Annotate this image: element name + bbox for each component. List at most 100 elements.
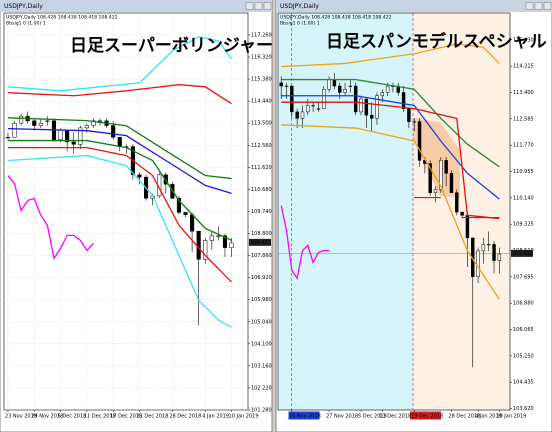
y-tick-label: 106.920 (251, 275, 272, 281)
candle-body (84, 125, 89, 129)
y-tick-label: 105.980 (251, 297, 272, 303)
chart-title: 日足スーパーボリンジャー (70, 36, 273, 56)
x-tick-label: 23 Nov 2018 (5, 414, 37, 420)
candle-body (190, 214, 195, 232)
candle-body (183, 212, 188, 215)
x-tick-label: 5 Dec 2018 (58, 414, 87, 420)
y-tick-label: 115.380 (251, 77, 272, 83)
maximize-button[interactable] (254, 2, 263, 10)
indicator-line (281, 43, 500, 68)
x-tick-label: 4 Jan 2019 (475, 414, 502, 420)
candle-body (428, 163, 432, 193)
indicator-line (281, 101, 500, 220)
marks: 117.260 116.320 115.380 114.440 113.500 112.5… (4, 13, 534, 420)
y-tick-label: 109.325 (513, 222, 534, 228)
candle-body (279, 82, 283, 87)
x-tick-label: 5 Dec 2018 (358, 414, 387, 420)
candle-body (380, 92, 385, 96)
indicator-line (281, 95, 500, 200)
y-tick-label: 105.250 (513, 353, 534, 359)
candle-body (359, 98, 363, 113)
chart-title: 日足スパンモデルスペシャル (326, 31, 547, 52)
maximize-button[interactable] (534, 2, 543, 10)
x-tick-label: 4 Jan 2019 (202, 414, 229, 420)
y-tick-label: 107.860 (251, 253, 272, 259)
candle-body (290, 85, 294, 113)
candle-body (284, 85, 289, 87)
y-tick-label: 103.160 (251, 363, 272, 369)
y-tick-label: 106.880 (513, 301, 534, 307)
candle-body (316, 108, 321, 110)
candle-body (78, 127, 83, 145)
x-tick-label: 29 Nov 2018 (31, 414, 63, 420)
y-tick-label: 113.400 (513, 90, 534, 96)
y-tick-label: 110.140 (513, 195, 534, 201)
x-tick-label: 16 Nov 2018 (289, 414, 321, 420)
candle-body (338, 85, 342, 93)
x-tick-label: 10 Jan 2019 (229, 414, 259, 420)
indicator-label: Bbsig1 0 (1.00) 1 (280, 21, 320, 27)
x-tick-label: 11 Dec 2018 (379, 414, 411, 420)
y-tick-label: 110.680 (251, 187, 272, 193)
y-tick-label: 106.065 (513, 327, 534, 333)
x-tick-label: 21 Dec 2018 (136, 414, 168, 420)
candle-body (348, 85, 353, 87)
indicator-line (281, 78, 500, 168)
candle-body (300, 111, 305, 119)
candle-body (322, 89, 326, 109)
candle-body (12, 122, 17, 138)
candle-body (375, 95, 379, 119)
x-tick-label: 19 Dec 2018 (411, 414, 443, 420)
candle-body (364, 98, 369, 116)
indicator-line (280, 205, 330, 281)
close-button[interactable] (543, 2, 552, 10)
close-button[interactable] (263, 2, 272, 10)
candle-body (196, 230, 201, 260)
y-tick-label: 103.620 (513, 406, 534, 412)
x-tick-label: 28 Dec 2018 (448, 414, 480, 420)
y-tick-label: 112.560 (251, 143, 272, 149)
candle-body (455, 192, 459, 213)
minimize-button[interactable] (525, 2, 534, 10)
y-tick-label: 117.260 (251, 32, 272, 38)
candle-body (412, 121, 416, 123)
candle-body (45, 120, 50, 122)
indicator-line (281, 124, 500, 300)
candle-body (203, 240, 208, 260)
right-title-bar[interactable] (276, 0, 552, 12)
candle-body (222, 235, 228, 248)
minimize-button[interactable] (245, 2, 254, 10)
x-tick-label: 17 Dec 2018 (110, 414, 142, 420)
candle-body (111, 125, 116, 138)
y-tick-label: 114.440 (251, 99, 272, 105)
indicator-line (7, 117, 232, 180)
y-tick-label: 102.220 (251, 385, 272, 391)
candle-body (137, 174, 142, 178)
candle-body (369, 114, 374, 119)
candle-body (497, 253, 502, 261)
candle-body (97, 120, 103, 122)
right-plot-area (277, 12, 511, 411)
candle-body (460, 211, 464, 216)
candle-body (58, 129, 63, 140)
candle-body (465, 215, 470, 239)
left-plot-area (3, 12, 249, 411)
candle-body (444, 160, 448, 174)
label-highlight (288, 411, 320, 420)
indicator-line (7, 154, 232, 328)
x-tick-label: 28 Dec 2018 (169, 414, 201, 420)
left-title-bar[interactable] (0, 0, 272, 12)
candle-body (117, 137, 122, 147)
indicator-line (7, 127, 232, 194)
candle-body (439, 160, 443, 190)
candle-body (449, 173, 454, 193)
candle-body (209, 235, 214, 241)
y-tick-label: 101.280 (251, 408, 272, 414)
candle-body (353, 85, 358, 113)
chart-header: USDJPY,Daily 108.428 108.438 108.418 108… (280, 15, 392, 21)
candle-body (32, 120, 37, 126)
candle-body (295, 111, 299, 119)
x-tick-label: 27 Nov 2018 (326, 414, 358, 420)
candle-body (306, 105, 310, 113)
